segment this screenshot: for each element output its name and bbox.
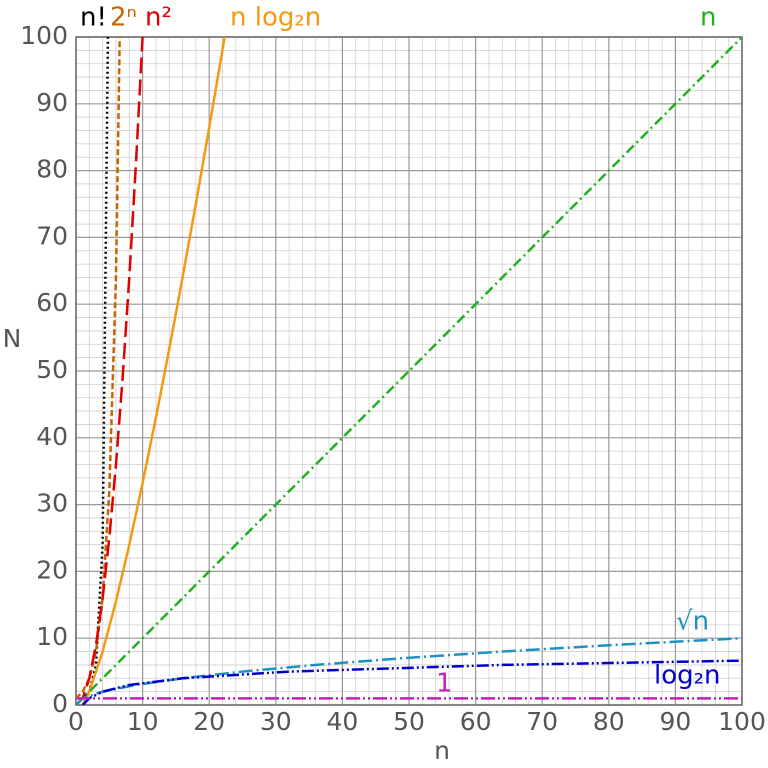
y-tick-label: 80 bbox=[36, 155, 68, 184]
y-tick-label: 30 bbox=[36, 489, 68, 518]
x-tick-label: 30 bbox=[260, 707, 292, 736]
y-tick-label: 70 bbox=[36, 221, 68, 250]
series-label: log₂n bbox=[654, 661, 721, 691]
y-tick-label: 40 bbox=[36, 422, 68, 451]
y-axis-label: N bbox=[3, 324, 22, 353]
y-tick-label: 60 bbox=[36, 288, 68, 317]
x-tick-label: 0 bbox=[68, 707, 84, 736]
series-line bbox=[76, 37, 121, 700]
y-tick-label: 0 bbox=[52, 689, 68, 718]
y-tick-label: 90 bbox=[36, 88, 68, 117]
x-tick-label: 90 bbox=[659, 707, 691, 736]
series-label: √n bbox=[676, 607, 709, 637]
y-tick-label: 100 bbox=[20, 21, 68, 50]
x-tick-label: 100 bbox=[718, 707, 766, 736]
x-tick-label: 10 bbox=[127, 707, 159, 736]
x-axis-label: n bbox=[434, 736, 450, 765]
x-tick-label: 50 bbox=[393, 707, 425, 736]
y-tick-label: 50 bbox=[36, 355, 68, 384]
series-line bbox=[76, 37, 742, 705]
y-tick-label: 10 bbox=[36, 622, 68, 651]
x-tick-label: 40 bbox=[326, 707, 358, 736]
x-tick-label: 20 bbox=[193, 707, 225, 736]
series-line bbox=[81, 659, 742, 705]
x-tick-label: 70 bbox=[526, 707, 558, 736]
plot-border bbox=[75, 36, 743, 706]
y-tick-label: 20 bbox=[36, 555, 68, 584]
series-label: n² bbox=[145, 3, 172, 33]
series-label: 2ⁿ bbox=[110, 3, 137, 33]
x-tick-label: 60 bbox=[460, 707, 492, 736]
series-line bbox=[76, 37, 144, 705]
series-label: n bbox=[700, 3, 716, 33]
series-line bbox=[81, 37, 226, 705]
series-label: n log₂n bbox=[230, 3, 321, 33]
series-label: n! bbox=[80, 3, 107, 33]
plot-area bbox=[76, 37, 742, 705]
series-label: 1 bbox=[436, 669, 453, 699]
series-line bbox=[76, 636, 742, 705]
x-tick-label: 80 bbox=[593, 707, 625, 736]
